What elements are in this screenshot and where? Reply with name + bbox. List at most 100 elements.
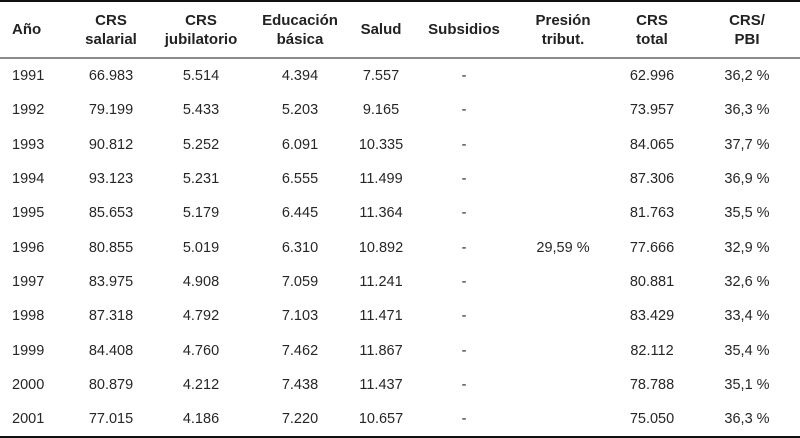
cell-presion-tributaria: 29,59 % (536, 239, 590, 256)
header-line-2: básica (276, 30, 324, 48)
cell-year: 2000 (12, 376, 45, 393)
cell-presion-tributaria (516, 299, 610, 333)
cell-educacion-basica: 5.203 (281, 102, 319, 119)
cell-crs-total: 83.429 (629, 308, 675, 325)
header-line-1: CRS (636, 11, 668, 29)
table-row: 2000 80.879 4.212 7.438 11.437 - 78.788 35,1 % (0, 368, 800, 402)
column-header-year: Año (0, 1, 70, 58)
cell-crs-pbi: 36,3 % (724, 102, 770, 119)
cell-educacion-basica: 6.310 (281, 239, 319, 256)
cell-crs-total: 82.112 (630, 342, 674, 359)
column-header-educacion-basica: Educación básica (250, 1, 350, 58)
cell-crs-salarial: 84.408 (88, 342, 134, 359)
cell-crs-jubilatorio: 4.212 (182, 376, 220, 393)
cell-educacion-basica: 6.555 (281, 171, 319, 188)
cell-subsidios: - (461, 273, 467, 290)
cell-subsidios: - (461, 205, 467, 222)
cell-crs-total: 81.763 (629, 205, 675, 222)
table-row: 1991 66.983 5.514 4.394 7.557 - 62.996 36,2 % (0, 58, 800, 93)
cell-crs-total: 75.050 (629, 411, 675, 428)
cell-crs-pbi: 36,2 % (724, 68, 770, 85)
cell-crs-salarial: 83.975 (88, 273, 134, 290)
cell-salud: 11.499 (359, 171, 403, 188)
cell-crs-salarial: 80.855 (88, 239, 134, 256)
cell-salud: 11.867 (359, 342, 403, 359)
table-header: Año CRS salarial CRS jubilatorio Educación bás… (0, 1, 800, 58)
cell-year: 1991 (12, 68, 45, 85)
cell-crs-pbi: 32,6 % (724, 273, 770, 290)
table-row: 1999 84.408 4.760 7.462 11.867 - 82.112 35,4 % (0, 333, 800, 367)
cell-educacion-basica: 4.394 (281, 68, 319, 85)
cell-crs-total: 78.788 (629, 376, 675, 393)
cell-crs-pbi: 32,9 % (724, 239, 770, 256)
cell-crs-pbi: 35,4 % (724, 342, 770, 359)
cell-presion-tributaria (516, 368, 610, 402)
cell-crs-total: 87.306 (629, 171, 675, 188)
cell-crs-jubilatorio: 5.231 (182, 171, 220, 188)
cell-presion-tributaria (516, 128, 610, 162)
cell-salud: 9.165 (362, 102, 400, 119)
cell-crs-pbi: 36,9 % (724, 171, 770, 188)
cell-crs-total: 73.957 (629, 102, 675, 119)
header-line-1: CRS/ (729, 11, 765, 29)
cell-presion-tributaria (516, 402, 610, 437)
header-line-2: total (636, 30, 668, 48)
column-header-salud: Salud (350, 1, 412, 58)
table-row: 1993 90.812 5.252 6.091 10.335 - 84.065 37,7 % (0, 128, 800, 162)
column-header-crs-total: CRS total (610, 1, 694, 58)
cell-subsidios: - (461, 239, 467, 256)
cell-educacion-basica: 7.059 (281, 273, 319, 290)
header-line-1: CRS (95, 11, 127, 29)
column-header-crs-jubilatorio: CRS jubilatorio (152, 1, 250, 58)
cell-crs-jubilatorio: 4.908 (182, 273, 220, 290)
header-row: Año CRS salarial CRS jubilatorio Educación bás… (0, 1, 800, 58)
cell-educacion-basica: 7.438 (281, 376, 319, 393)
cell-crs-jubilatorio: 5.252 (182, 136, 220, 153)
cell-crs-jubilatorio: 5.019 (182, 239, 220, 256)
cell-crs-pbi: 35,5 % (724, 205, 770, 222)
cell-crs-pbi: 36,3 % (724, 411, 770, 428)
header-line-1: CRS (185, 11, 217, 29)
cell-presion-tributaria (516, 162, 610, 196)
cell-crs-jubilatorio: 4.760 (182, 342, 220, 359)
cell-year: 1997 (12, 273, 45, 290)
cell-crs-salarial: 80.879 (88, 376, 134, 393)
cell-subsidios: - (461, 136, 467, 153)
cell-salud: 11.437 (359, 376, 403, 393)
column-header-crs-pbi: CRS/PBI (694, 1, 800, 58)
table-row: 1992 79.199 5.433 5.203 9.165 - 73.957 36,3 % (0, 93, 800, 127)
cell-year: 1998 (12, 308, 45, 325)
header-line-2: PBI (734, 30, 760, 48)
cell-presion-tributaria (516, 265, 610, 299)
cell-salud: 10.335 (358, 136, 404, 153)
cell-salud: 7.557 (362, 68, 400, 85)
cell-subsidios: - (461, 308, 467, 325)
column-header-subsidios: Subsidios (412, 1, 516, 58)
cell-presion-tributaria (516, 333, 610, 367)
cell-year: 1996 (12, 239, 45, 256)
table-row: 1998 87.318 4.792 7.103 11.471 - 83.429 33,4 % (0, 299, 800, 333)
cell-presion-tributaria (516, 58, 610, 93)
cell-salud: 11.364 (359, 205, 403, 222)
cell-year: 1994 (12, 171, 45, 188)
cell-educacion-basica: 6.445 (281, 205, 319, 222)
cell-salud: 10.657 (358, 411, 404, 428)
cell-crs-total: 84.065 (629, 136, 675, 153)
cell-crs-total: 62.996 (629, 68, 675, 85)
cell-year: 2001 (12, 411, 45, 428)
cell-year: 1992 (12, 102, 45, 119)
table-row: 1996 80.855 5.019 6.310 10.892 - 29,59 % 77.666… (0, 230, 800, 264)
column-header-presion-tributaria: Presión tribut. (516, 1, 610, 58)
table-row: 2001 77.015 4.186 7.220 10.657 - 75.050 36,3 % (0, 402, 800, 438)
cell-salud: 11.471 (359, 308, 403, 325)
cell-crs-salarial: 77.015 (88, 411, 134, 428)
cell-year: 1993 (12, 136, 45, 153)
cell-subsidios: - (461, 411, 467, 428)
cell-educacion-basica: 7.462 (281, 342, 319, 359)
cell-crs-total: 80.881 (629, 273, 675, 290)
cell-year: 1995 (12, 205, 45, 222)
cell-crs-pbi: 33,4 % (724, 308, 770, 325)
cell-salud: 11.241 (359, 273, 403, 290)
cell-year: 1999 (12, 342, 45, 359)
